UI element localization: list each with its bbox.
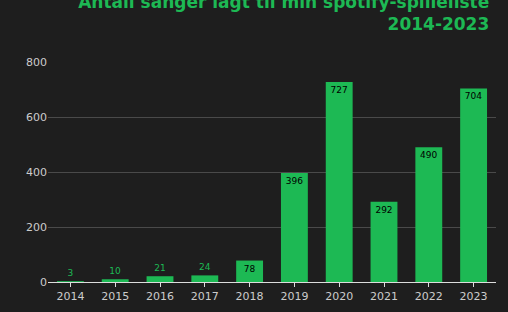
svg-text:78: 78 [244,264,256,274]
svg-text:2016: 2016 [146,290,174,303]
svg-text:2022: 2022 [415,290,443,303]
svg-text:2018: 2018 [236,290,264,303]
svg-text:24: 24 [199,262,211,272]
svg-text:800: 800 [26,56,47,69]
svg-text:490: 490 [420,150,437,160]
svg-text:600: 600 [26,111,47,124]
svg-text:2021: 2021 [370,290,398,303]
svg-text:400: 400 [26,166,47,179]
svg-text:200: 200 [26,221,47,234]
svg-text:3: 3 [68,268,74,278]
svg-text:2023: 2023 [460,290,488,303]
svg-text:2017: 2017 [191,290,219,303]
svg-text:2014: 2014 [56,290,84,303]
svg-text:2015: 2015 [101,290,129,303]
svg-text:21: 21 [154,263,165,273]
svg-text:Antall sanger lagt til min spo: Antall sanger lagt til min spotify-spill… [78,0,489,34]
svg-text:0: 0 [40,276,47,289]
svg-text:10: 10 [109,266,121,276]
svg-text:704: 704 [465,91,482,101]
svg-text:2020: 2020 [325,290,353,303]
svg-text:292: 292 [375,205,392,215]
svg-text:727: 727 [331,85,348,95]
svg-text:396: 396 [286,176,303,186]
svg-text:2019: 2019 [280,290,308,303]
